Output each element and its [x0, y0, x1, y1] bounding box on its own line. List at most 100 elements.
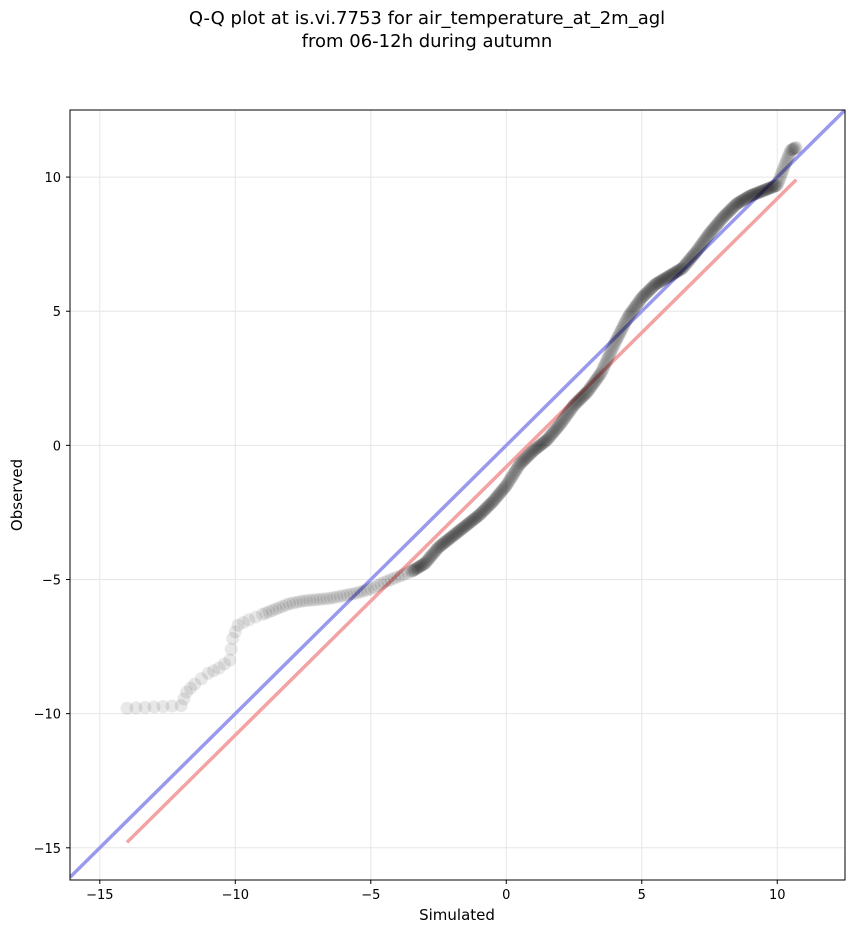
qq-point: [544, 429, 558, 443]
qq-point: [715, 211, 729, 225]
qq-point: [420, 554, 434, 568]
qq-point: [560, 408, 574, 422]
qq-point: [439, 535, 453, 549]
qq-point: [272, 601, 286, 615]
qq-point: [681, 255, 695, 269]
qq-point: [675, 261, 689, 275]
qq-point: [707, 221, 721, 235]
qq-point: [686, 248, 700, 262]
qq-point: [320, 592, 334, 606]
qq-point: [228, 625, 242, 639]
qq-point: [725, 201, 739, 215]
x-axis-label: Simulated: [419, 906, 495, 924]
qq-point: [558, 411, 572, 425]
qq-point: [693, 240, 707, 254]
qq-point: [632, 295, 646, 309]
qq-point: [591, 371, 605, 385]
qq-point: [482, 498, 496, 512]
qq-point: [665, 267, 679, 281]
qq-point: [547, 424, 561, 438]
qq-point: [347, 587, 361, 601]
qq-point: [639, 286, 653, 300]
qq-point: [692, 241, 706, 255]
qq-point: [787, 142, 801, 156]
qq-point: [673, 263, 687, 277]
qq-point: [621, 310, 635, 324]
qq-point: [647, 278, 661, 292]
qq-point: [423, 550, 437, 564]
qq-point: [201, 666, 215, 680]
qq-point: [570, 395, 584, 409]
qq-point: [249, 610, 263, 624]
qq-point: [438, 535, 452, 549]
qq-point: [667, 266, 681, 280]
qq-point: [432, 540, 446, 554]
qq-point: [207, 664, 221, 678]
qq-point: [614, 324, 628, 338]
qq-point: [147, 700, 161, 714]
qq-point: [769, 178, 783, 192]
qq-point: [627, 302, 641, 316]
qq-point: [607, 338, 621, 352]
qq-point: [661, 270, 675, 284]
qq-point: [713, 214, 727, 228]
qq-point: [588, 375, 602, 389]
qq-point: [516, 454, 530, 468]
qq-point: [479, 501, 493, 515]
qq-point: [442, 532, 456, 546]
qq-point: [559, 409, 573, 423]
qq-point: [620, 311, 634, 325]
qq-point: [293, 595, 307, 609]
qq-point: [766, 180, 780, 194]
plot-frame: [69, 109, 846, 881]
qq-point: [677, 259, 691, 273]
qq-point: [598, 358, 612, 372]
qq-point: [413, 559, 427, 573]
qq-point: [194, 672, 208, 686]
qq-point: [531, 440, 545, 454]
qq-point: [337, 589, 351, 603]
qq-point: [705, 223, 719, 237]
qq-point: [465, 514, 479, 528]
qq-point: [499, 479, 513, 493]
qq-point: [716, 210, 730, 224]
qq-point: [752, 185, 766, 199]
qq-point: [587, 376, 601, 390]
qq-point: [767, 180, 781, 194]
qq-point: [405, 564, 419, 578]
qq-point: [756, 184, 770, 198]
qq-point: [745, 188, 759, 202]
qq-point: [212, 661, 226, 675]
qq-point: [422, 551, 436, 565]
qq-point: [648, 277, 662, 291]
qq-point: [550, 421, 564, 435]
qq-point: [612, 327, 626, 341]
qq-point: [579, 386, 593, 400]
qq-point: [683, 253, 697, 267]
qq-point: [578, 387, 592, 401]
qq-point: [414, 559, 428, 573]
qq-point: [735, 194, 749, 208]
qq-point: [674, 262, 688, 276]
qq-point: [572, 393, 586, 407]
qq-point: [452, 524, 466, 538]
qq-point: [470, 510, 484, 524]
qq-point: [618, 317, 632, 331]
qq-point: [289, 595, 303, 609]
qq-point: [709, 219, 723, 233]
qq-point: [431, 541, 445, 555]
qq-point: [664, 268, 678, 282]
qq-point: [502, 474, 516, 488]
qq-point: [685, 249, 699, 263]
qq-point: [662, 269, 676, 283]
qq-point: [634, 292, 648, 306]
qq-point: [619, 313, 633, 327]
qq-point: [408, 562, 422, 576]
qq-point: [473, 507, 487, 521]
qq-point: [628, 301, 642, 315]
qq-point: [266, 603, 280, 617]
qq-point: [613, 326, 627, 340]
qq-point: [592, 368, 606, 382]
qq-point: [541, 432, 555, 446]
qq-point: [555, 414, 569, 428]
